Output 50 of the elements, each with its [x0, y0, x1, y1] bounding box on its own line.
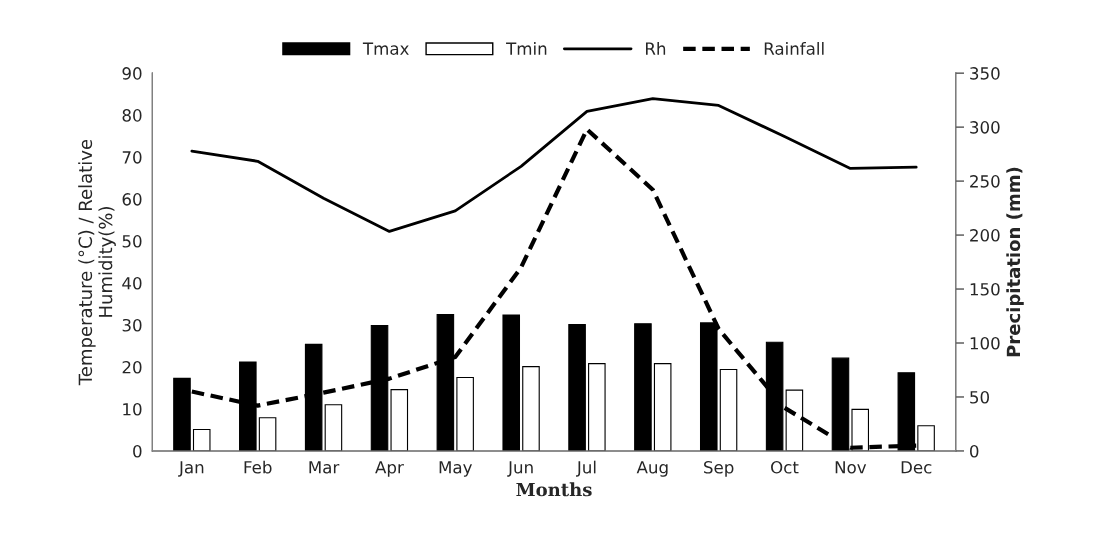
- y2-tick-label: 200: [970, 229, 1000, 242]
- y2-tick-label: 100: [970, 336, 1000, 350]
- bar: [719, 368, 738, 451]
- x-tick-label: Oct: [771, 460, 799, 474]
- y2-tick-label: 350: [970, 67, 1000, 80]
- y-tick-label: 60: [122, 193, 142, 206]
- bar: [258, 417, 277, 451]
- y2-tick-label: 0: [970, 444, 979, 458]
- x-tick-label: Sep: [704, 460, 734, 477]
- y2-axis-title: Precipitation (mm): [1006, 167, 1024, 357]
- legend-label: Rh: [646, 42, 666, 55]
- x-axis-title: Months: [516, 482, 592, 497]
- bar: [588, 363, 606, 451]
- y2-tick-label: 300: [970, 121, 1000, 134]
- y-tick-label: 30: [122, 318, 142, 332]
- y-tick-label: 90: [122, 67, 142, 80]
- x-tick-label: Apr: [375, 461, 404, 477]
- x-tick-label: Mar: [309, 461, 340, 474]
- legend-label: Rainfall: [764, 42, 824, 55]
- x-tick-label: Dec: [901, 461, 932, 474]
- x-tick-label: May: [439, 461, 472, 477]
- y2-tick-label: 250: [970, 175, 1000, 188]
- x-tick-label: Jul: [576, 460, 596, 477]
- bar: [390, 389, 409, 451]
- y2-tick-label: 150: [970, 282, 1000, 296]
- bar: [522, 366, 540, 451]
- line-series: [190, 97, 918, 233]
- y-axis-title: Temperature (°C) / Relative Humidity(%): [78, 139, 116, 386]
- y-tick-label: 10: [123, 402, 142, 416]
- bar: [568, 324, 586, 451]
- y-tick-label: 20: [122, 360, 142, 374]
- bar: [456, 376, 474, 451]
- bar: [192, 428, 211, 451]
- y-tick-label: 70: [122, 151, 142, 164]
- bar: [653, 363, 672, 451]
- x-tick-label: Feb: [244, 460, 272, 474]
- bar: [634, 323, 652, 451]
- x-tick-label: Jan: [178, 461, 204, 477]
- x-tick-label: Nov: [835, 461, 867, 474]
- x-tick-label: Aug: [636, 461, 668, 477]
- legend-label: Tmin: [506, 42, 547, 55]
- y-tick-label: 80: [122, 109, 142, 122]
- y-tick-label: 0: [133, 444, 142, 458]
- bar: [502, 314, 521, 451]
- x-tick-label: Jun: [507, 461, 533, 477]
- y-tick-label: 50: [122, 235, 142, 248]
- y2-tick-label: 50: [970, 390, 990, 404]
- legend-label: Tmax: [362, 42, 409, 55]
- y-tick-label: 40: [122, 276, 142, 290]
- bar: [324, 404, 343, 451]
